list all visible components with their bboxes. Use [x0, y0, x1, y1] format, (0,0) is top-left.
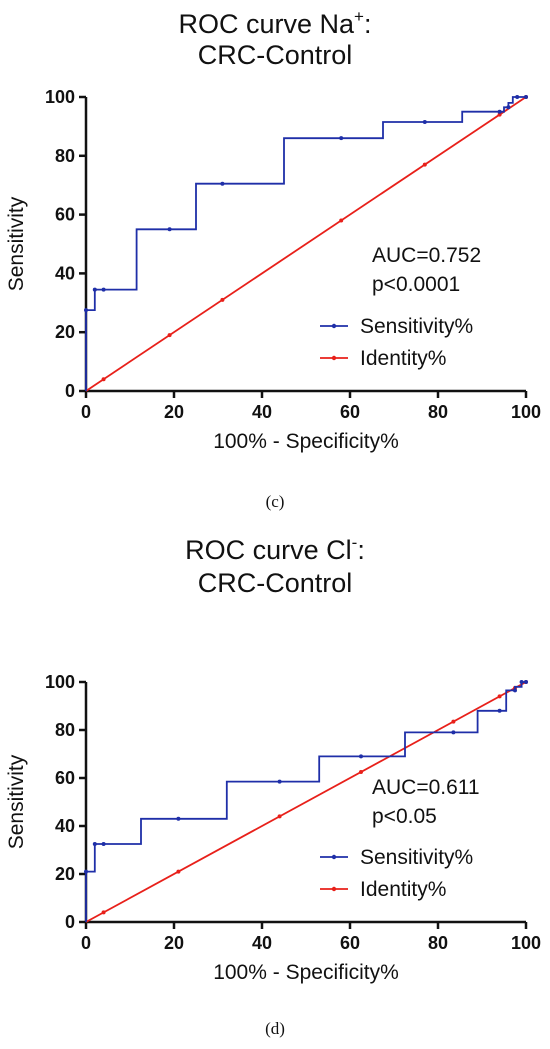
data-point	[84, 308, 88, 313]
data-point	[92, 842, 97, 846]
legend-label: Sensitivity%	[360, 315, 473, 338]
x-tick-label: 0	[81, 933, 91, 953]
y-tick-label: 100	[45, 87, 75, 107]
data-point	[515, 95, 520, 99]
x-tick-label: 40	[252, 933, 272, 953]
data-point	[497, 109, 502, 114]
data-point	[339, 218, 344, 223]
chart-title-superscript: -	[352, 533, 358, 552]
data-point	[519, 680, 524, 684]
data-point	[101, 842, 106, 846]
data-point	[497, 694, 502, 699]
legend-swatch-marker	[331, 854, 337, 860]
data-point	[220, 181, 225, 186]
data-point	[513, 688, 517, 693]
x-tick-label: 80	[428, 402, 448, 422]
y-tick-label: 40	[55, 816, 75, 836]
data-point	[176, 816, 181, 821]
p-value-annotation: p<0.0001	[372, 273, 460, 296]
y-tick-label: 100	[45, 672, 75, 692]
p-value-annotation: p<0.05	[372, 805, 437, 828]
chart-title-line2: CRC-Control	[198, 568, 353, 598]
y-tick-label: 60	[55, 205, 75, 225]
data-point	[422, 162, 427, 167]
y-axis-label: Sensitivity	[5, 196, 28, 291]
y-tick-label: 20	[55, 864, 75, 884]
series-line-identity	[85, 96, 527, 392]
panel-label-c: (c)	[265, 492, 285, 511]
chart-panel-d: ROC curve Cl-: CRC-Control 0 20 40 60 80 100 0 20…	[0, 525, 550, 1049]
chart-title-main: ROC curve Na	[179, 9, 356, 39]
data-point	[101, 377, 106, 382]
x-tick-label: 40	[252, 402, 272, 422]
y-tick-label: 0	[65, 912, 75, 932]
x-tick-label: 60	[340, 402, 360, 422]
chart-panel-c: ROC curve Na+: CRC-Control 0 20 40 60 80 100 0 20…	[5, 7, 541, 511]
data-point	[220, 297, 225, 302]
data-point	[339, 136, 344, 141]
series-line-sensitivity	[85, 96, 526, 391]
data-point	[524, 680, 528, 684]
chart-title-line2: CRC-Control	[198, 40, 353, 70]
legend-label: Sensitivity%	[360, 846, 473, 869]
legend-swatch-marker	[331, 886, 337, 892]
y-tick-label: 40	[55, 263, 75, 283]
data-point	[167, 333, 172, 338]
auc-annotation: AUC=0.611	[372, 776, 480, 799]
x-tick-label: 60	[340, 933, 360, 953]
data-point	[277, 779, 282, 784]
data-point	[101, 910, 106, 915]
x-tick-label: 20	[164, 933, 184, 953]
legend-swatch-marker	[331, 355, 337, 361]
x-tick-label: 100	[511, 402, 541, 422]
chart-title-superscript: +	[354, 7, 364, 26]
y-tick-label: 80	[55, 720, 75, 740]
chart-title-main: ROC curve Cl	[185, 535, 352, 565]
x-axis-label: 100% - Specificity%	[213, 430, 399, 453]
roc-chart-cl: ROC curve Cl-:CRC-Control 0 20 40 60 80 100 0 20…	[5, 533, 541, 984]
chart-title: ROC curve Na+:	[179, 7, 372, 39]
data-point	[497, 112, 502, 117]
x-tick-label: 20	[164, 402, 184, 422]
y-tick-label: 0	[65, 381, 75, 401]
data-point	[451, 719, 456, 724]
x-tick-label: 100	[511, 933, 541, 953]
legend-label: Identity%	[360, 878, 446, 901]
x-axis-label: 100% - Specificity%	[213, 961, 399, 984]
data-point	[176, 869, 181, 874]
data-point	[451, 730, 456, 735]
legend-swatch-marker	[331, 323, 337, 329]
series-line-identity	[85, 681, 527, 923]
x-tick-label: 80	[428, 933, 448, 953]
data-point	[84, 869, 88, 874]
chart-title-tail: :	[364, 9, 372, 39]
data-point	[92, 287, 97, 292]
y-tick-label: 80	[55, 146, 75, 166]
data-point	[497, 708, 502, 713]
data-point	[101, 287, 106, 292]
data-point	[277, 814, 282, 819]
legend-label: Identity%	[360, 347, 446, 370]
panel-label-d: (d)	[265, 1019, 285, 1038]
data-point	[422, 119, 427, 124]
chart-title-tail: :	[357, 535, 365, 565]
data-point	[524, 95, 528, 99]
y-tick-label: 60	[55, 768, 75, 788]
data-point	[359, 754, 363, 759]
y-axis-label: Sensitivity	[5, 754, 28, 849]
data-point	[167, 227, 172, 232]
data-point	[506, 105, 511, 110]
x-tick-label: 0	[81, 402, 91, 422]
chart-title: ROC curve Cl-:	[185, 533, 365, 565]
y-tick-label: 20	[55, 322, 75, 342]
data-point	[359, 770, 363, 774]
auc-annotation: AUC=0.752	[372, 244, 481, 267]
